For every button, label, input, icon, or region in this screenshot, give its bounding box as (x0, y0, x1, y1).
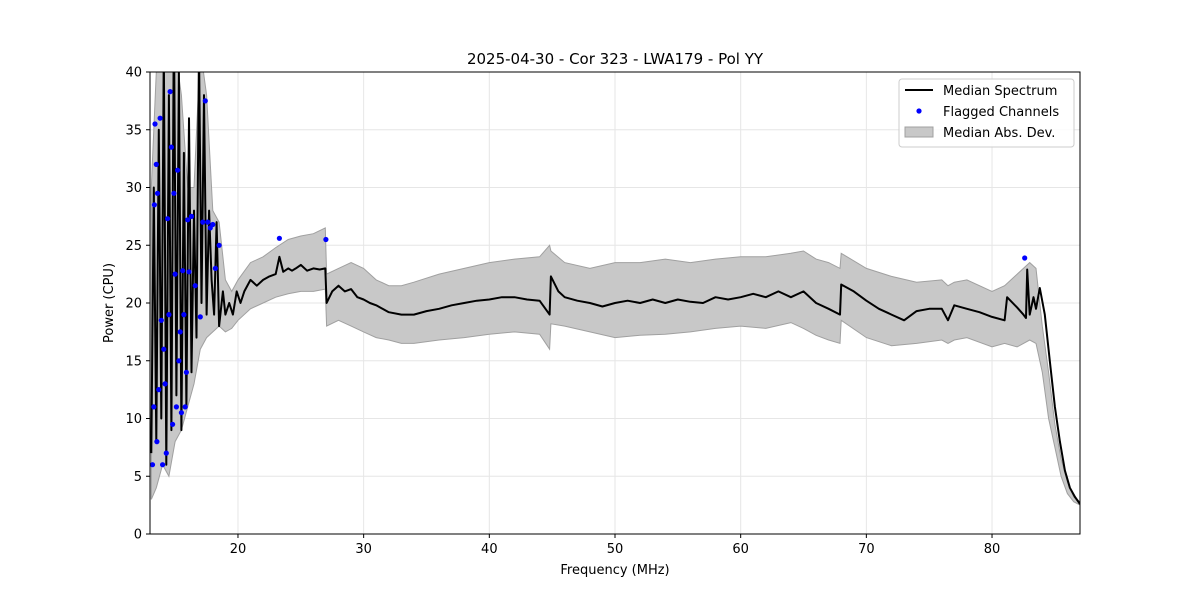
x-axis-ticks: 20 30 40 50 60 70 80 (230, 534, 1001, 557)
x-tick-label: 70 (858, 542, 875, 557)
flagged-channel-point (177, 329, 183, 335)
flagged-channel-point (151, 202, 157, 208)
flagged-channel-point (212, 265, 218, 271)
legend-box (898, 78, 1075, 148)
flagged-channel-point (200, 219, 206, 225)
flagged-channel-point (210, 221, 216, 228)
median-line-layer (150, 72, 1080, 505)
flagged-channel-point (154, 190, 161, 196)
y-axis-label: Power (CPU) (102, 263, 117, 343)
flagged-channel-point (202, 98, 208, 104)
flagged-channel-point (168, 144, 174, 150)
flagged-channel-point (170, 421, 176, 427)
legend: Median Spectrum Flagged Channels Median … (898, 78, 1075, 148)
flagged-points-layer (150, 89, 1028, 468)
y-axis-ticks: 0 5 10 15 20 25 30 35 40 (125, 66, 150, 543)
flagged-channel-point (216, 242, 222, 248)
mad-band (150, 72, 1080, 506)
legend-mad-label: Median Abs. Dev. (943, 126, 1055, 141)
y-tick-label: 0 (134, 528, 142, 543)
x-tick-label: 30 (355, 542, 372, 557)
legend-flagged-swatch (916, 108, 922, 114)
legend-mad-swatch (904, 126, 934, 138)
flagged-channel-point (167, 89, 173, 95)
flagged-channel-point (1022, 255, 1028, 261)
y-tick-label: 10 (125, 412, 142, 427)
legend-median-label: Median Spectrum (943, 84, 1057, 99)
flagged-channel-point (162, 381, 168, 387)
flagged-channel-point (178, 410, 184, 416)
mad-band-layer (150, 72, 1080, 506)
legend-flagged-label: Flagged Channels (943, 105, 1059, 120)
flagged-channel-point (157, 115, 163, 121)
x-tick-label: 20 (230, 542, 247, 557)
x-axis-label: Frequency (MHz) (560, 563, 669, 578)
flagged-channel-point (152, 121, 158, 127)
flagged-channel-point (185, 217, 191, 223)
y-tick-label: 20 (125, 297, 142, 312)
y-tick-label: 15 (125, 354, 142, 369)
flagged-channel-point (153, 161, 159, 167)
flagged-channel-point (166, 312, 172, 318)
y-tick-label: 30 (125, 181, 142, 196)
flagged-channel-point (182, 404, 188, 410)
flagged-channel-point (276, 235, 282, 241)
flagged-channel-point (160, 462, 166, 468)
x-tick-label: 80 (984, 542, 1001, 557)
flagged-channel-point (192, 283, 198, 289)
flagged-channel-point (181, 312, 187, 318)
x-tick-label: 60 (732, 542, 749, 557)
chart-title: 2025-04-30 - Cor 323 - LWA179 - Pol YY (467, 50, 764, 68)
flagged-channel-point (150, 462, 156, 468)
x-tick-label: 40 (481, 542, 498, 557)
y-tick-label: 40 (125, 66, 142, 81)
flagged-channel-point (154, 439, 160, 445)
y-tick-label: 5 (134, 470, 142, 485)
flagged-channel-point (180, 268, 186, 274)
flagged-channel-point (163, 450, 169, 456)
median-spectrum-line (150, 72, 1080, 505)
flagged-channel-point (205, 219, 211, 225)
flagged-channel-point (175, 167, 181, 173)
flagged-channel-point (171, 190, 177, 196)
flagged-channel-point (188, 213, 195, 219)
flagged-channel-point (161, 346, 167, 352)
x-tick-label: 50 (607, 542, 624, 557)
y-tick-label: 25 (125, 239, 142, 254)
flagged-channel-point (176, 358, 182, 364)
flagged-channel-point (197, 314, 203, 320)
flagged-channel-point (173, 404, 179, 410)
flagged-channel-point (323, 236, 329, 243)
flagged-channel-point (183, 369, 189, 375)
flagged-channel-point (156, 387, 162, 393)
y-tick-label: 35 (125, 123, 142, 138)
flagged-channel-point (158, 317, 164, 323)
flagged-channel-point (186, 269, 192, 275)
flagged-channel-point (172, 271, 178, 277)
flagged-channel-point (165, 216, 171, 222)
flagged-channel-point (151, 404, 157, 410)
